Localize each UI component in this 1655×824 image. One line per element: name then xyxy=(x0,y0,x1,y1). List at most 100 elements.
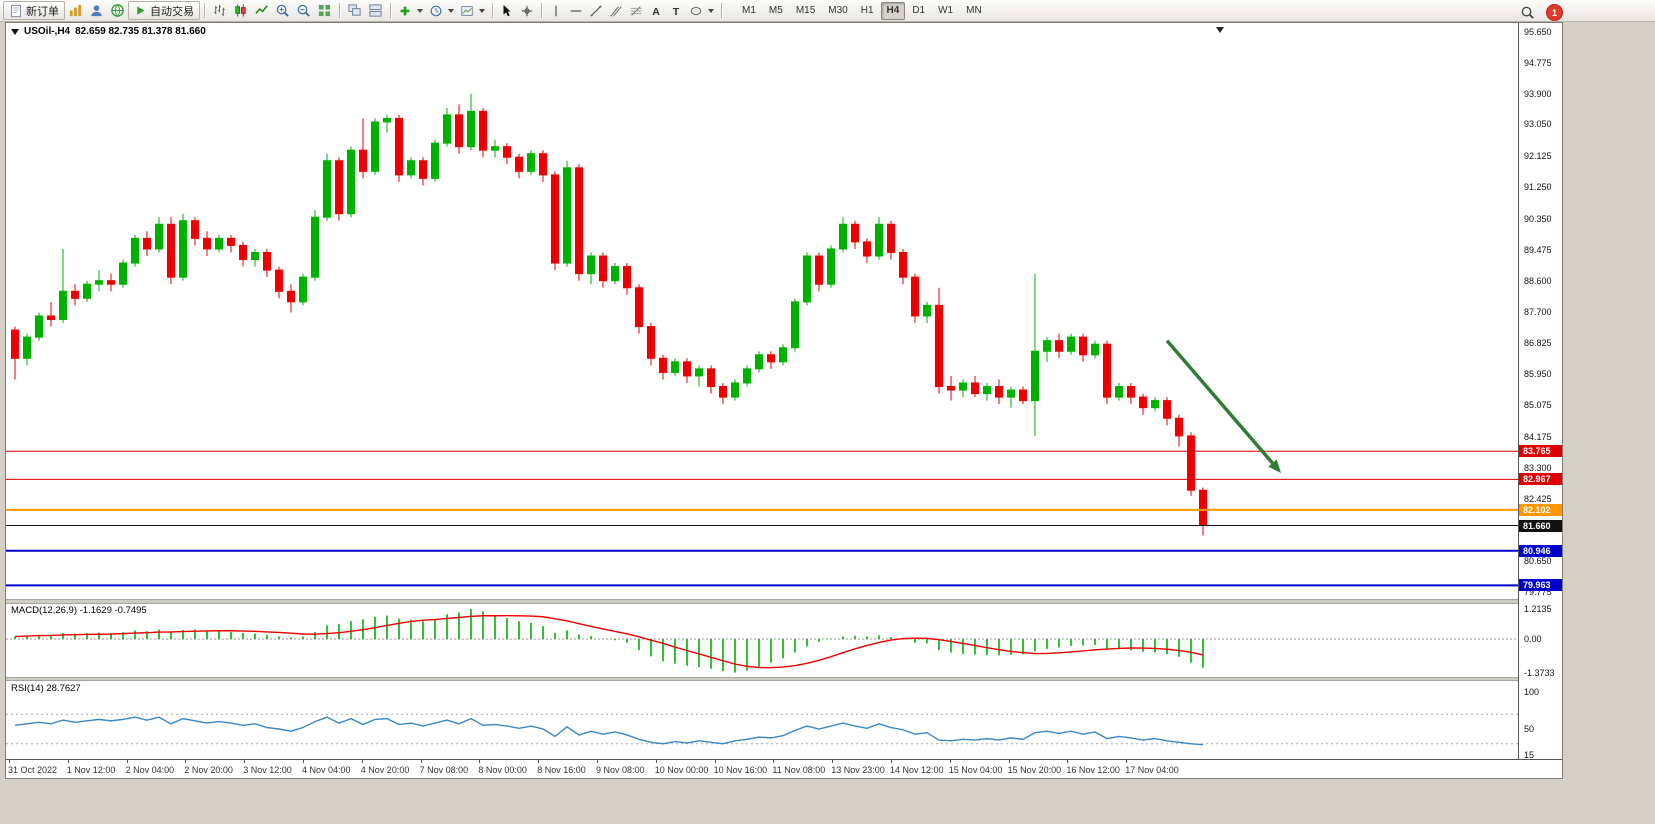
community-button[interactable] xyxy=(107,1,128,20)
text-icon: A xyxy=(652,5,660,17)
text-tool-button[interactable]: A xyxy=(646,1,666,20)
time-axis-tick xyxy=(67,760,69,763)
community-icon xyxy=(111,4,124,17)
new-order-icon xyxy=(11,4,21,17)
time-axis-tick xyxy=(1008,760,1010,763)
time-axis-label: 31 Oct 2022 xyxy=(8,765,58,775)
price-scale[interactable]: 95.650 94.775 93.900 93.050 92.125 91.250 90.3… xyxy=(1518,23,1562,760)
price-axis-label: 94.775 xyxy=(1524,57,1552,68)
templates-dropdown-button[interactable] xyxy=(457,1,488,20)
time-axis-label: 15 Nov 20:00 xyxy=(1007,765,1062,775)
zoom-out-button[interactable] xyxy=(293,1,314,20)
candlestick-icon xyxy=(235,4,246,17)
one-click-trading-icon[interactable] xyxy=(11,28,19,35)
trendline-tool-button[interactable] xyxy=(586,1,606,20)
tile-windows-icon xyxy=(318,4,331,17)
line-chart-mode-button[interactable] xyxy=(251,1,272,20)
vertical-line-icon xyxy=(555,5,557,16)
search-icon xyxy=(1521,6,1534,19)
macd-indicator-label: MACD(12,26,9) -1.1629 -0.7495 xyxy=(11,605,147,616)
price-axis-label: 89.475 xyxy=(1524,244,1552,255)
subwindow-separator[interactable] xyxy=(6,677,1562,681)
chart-window: USOil-,H4 82.659 82.735 81.378 81.660 MA… xyxy=(5,22,1563,779)
tile-windows-button[interactable] xyxy=(314,1,335,20)
shapes-dropdown-button[interactable] xyxy=(686,1,717,20)
toolbar-separator xyxy=(492,3,493,18)
time-axis-label: 17 Nov 04:00 xyxy=(1125,765,1179,775)
time-axis-tick xyxy=(597,760,598,763)
timeframe-m30-button[interactable]: M30 xyxy=(822,2,853,20)
autotrading-button[interactable]: 自动交易 xyxy=(128,1,200,20)
rsi-indicator-label: RSI(14) 28.7627 xyxy=(11,683,81,694)
main-chart-canvas[interactable] xyxy=(6,23,1518,599)
price-axis-label: 86.825 xyxy=(1524,338,1552,349)
notification-count: 1 xyxy=(1551,7,1557,18)
text-label-tool-button[interactable]: T xyxy=(666,1,686,20)
channel-tool-button[interactable] xyxy=(606,1,626,20)
time-axis-tick xyxy=(655,760,657,763)
search-button[interactable] xyxy=(1517,3,1538,22)
tile-horizontal-button[interactable] xyxy=(365,1,386,20)
price-axis-label: 93.050 xyxy=(1524,118,1552,129)
dropdown-caret-icon xyxy=(448,8,454,13)
timeframe-w1-button[interactable]: W1 xyxy=(932,2,959,20)
new-order-label: 新订单 xyxy=(26,5,59,18)
price-axis-label: 92.125 xyxy=(1524,151,1552,162)
cursor-tool-button[interactable] xyxy=(497,1,517,20)
time-axis-tick xyxy=(361,760,363,763)
new-order-button[interactable]: 新订单 xyxy=(3,1,65,20)
add-indicator-button[interactable] xyxy=(395,1,426,20)
vertical-line-tool-button[interactable] xyxy=(546,1,566,20)
price-axis-label: 82.425 xyxy=(1524,493,1552,504)
price-axis-label: 79.775 xyxy=(1524,587,1552,597)
bar-chart-icon xyxy=(214,4,225,17)
time-scale[interactable]: 31 Oct 2022 1 Nov 12:00 2 Nov 04:00 2 Nov 2… xyxy=(6,759,1562,778)
macd-indicator-canvas[interactable] xyxy=(6,604,1518,677)
zoom-out-icon xyxy=(297,4,310,17)
profile-icon xyxy=(91,5,102,17)
time-axis-tick xyxy=(9,760,10,763)
support-price-badge: 80.946 xyxy=(1519,544,1562,557)
bar-chart-mode-button[interactable] xyxy=(209,1,230,20)
price-axis-label: 90.350 xyxy=(1524,213,1552,224)
candlestick-mode-button[interactable] xyxy=(230,1,251,20)
time-axis-label: 14 Nov 12:00 xyxy=(890,765,944,775)
fibonacci-icon xyxy=(630,5,642,16)
crosshair-tool-button[interactable] xyxy=(517,1,537,20)
charts-button[interactable] xyxy=(65,1,86,20)
timeframe-m1-button[interactable]: M1 xyxy=(736,2,762,20)
time-axis-label: 9 Nov 08:00 xyxy=(596,765,645,775)
periods-dropdown-button[interactable] xyxy=(426,1,457,20)
template-icon xyxy=(461,5,473,16)
price-axis-label: 95.650 xyxy=(1524,27,1552,37)
shapes-icon xyxy=(690,6,702,15)
subwindow-separator[interactable] xyxy=(6,599,1562,604)
timeframe-h4-button[interactable]: H4 xyxy=(880,1,906,20)
profile-button[interactable] xyxy=(86,1,107,20)
timeframe-mn-button[interactable]: MN xyxy=(960,2,988,20)
timeframe-d1-button[interactable]: D1 xyxy=(906,2,931,20)
timeframe-m15-button[interactable]: M15 xyxy=(790,2,821,20)
time-axis-label: 8 Nov 16:00 xyxy=(537,765,586,775)
price-axis-label: 84.175 xyxy=(1524,431,1552,442)
zoom-in-button[interactable] xyxy=(272,1,293,20)
chart-shift-marker-icon[interactable] xyxy=(1216,27,1224,33)
cursor-icon xyxy=(503,4,511,16)
horizontal-line-tool-button[interactable] xyxy=(566,1,586,20)
rsi-indicator-canvas[interactable] xyxy=(6,681,1518,759)
svg-text:A: A xyxy=(652,5,660,17)
fibonacci-tool-button[interactable] xyxy=(626,1,646,20)
timeframe-m5-button[interactable]: M5 xyxy=(763,2,789,20)
notification-badge[interactable]: 1 xyxy=(1546,4,1563,21)
time-axis-label: 8 Nov 00:00 xyxy=(478,765,527,775)
time-axis-label: 7 Nov 08:00 xyxy=(419,765,469,775)
cascade-windows-button[interactable] xyxy=(344,1,365,20)
line-chart-icon xyxy=(255,5,268,14)
time-axis-tick xyxy=(949,760,951,763)
rsi-axis-label: 100 xyxy=(1524,687,1540,697)
main-toolbar: 新订单 自动交易 xyxy=(0,0,1655,22)
timeframe-h1-button[interactable]: H1 xyxy=(855,2,880,20)
toolbar-separator xyxy=(390,3,391,18)
tile-horizontal-icon xyxy=(369,4,382,17)
time-axis-label: 13 Nov 23:00 xyxy=(831,765,885,775)
